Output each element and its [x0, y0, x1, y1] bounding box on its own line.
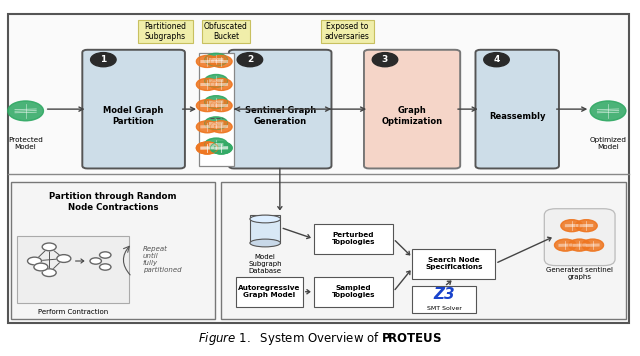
Text: Model Graph
Partition: Model Graph Partition — [104, 106, 164, 126]
Text: 4: 4 — [493, 55, 500, 64]
Text: Partition through Random
Node Contractions: Partition through Random Node Contractio… — [49, 192, 177, 211]
Bar — [250, 215, 280, 243]
Text: Perturbed
Topologies: Perturbed Topologies — [332, 232, 375, 245]
Circle shape — [554, 239, 576, 251]
Bar — [11, 182, 215, 319]
Text: SMT Solver: SMT Solver — [427, 306, 461, 311]
Circle shape — [196, 142, 218, 154]
FancyBboxPatch shape — [229, 50, 332, 168]
Bar — [314, 277, 394, 307]
Circle shape — [100, 264, 111, 270]
Circle shape — [561, 220, 582, 232]
Text: Search Node
Specifications: Search Node Specifications — [425, 257, 483, 270]
Circle shape — [568, 239, 590, 251]
Circle shape — [211, 142, 232, 154]
Circle shape — [205, 74, 228, 87]
Circle shape — [205, 117, 228, 130]
Circle shape — [100, 252, 111, 258]
Circle shape — [205, 53, 228, 66]
Text: Graph
Optimization: Graph Optimization — [381, 106, 443, 126]
Circle shape — [237, 53, 262, 67]
Ellipse shape — [250, 215, 280, 223]
Bar — [412, 248, 495, 279]
Text: Perform Contraction: Perform Contraction — [38, 309, 108, 315]
Text: Z3: Z3 — [433, 287, 455, 302]
Bar — [17, 236, 129, 303]
Text: Optimized
Model: Optimized Model — [589, 137, 627, 150]
Bar — [236, 277, 303, 307]
Circle shape — [42, 269, 56, 277]
Text: Model
Subgraph
Database: Model Subgraph Database — [248, 254, 282, 274]
Circle shape — [90, 258, 101, 264]
Bar — [221, 182, 626, 319]
Circle shape — [42, 243, 56, 251]
Bar — [314, 224, 394, 254]
Bar — [321, 20, 374, 43]
Circle shape — [196, 121, 218, 133]
Text: Obfuscated
Bucket: Obfuscated Bucket — [204, 22, 248, 41]
Ellipse shape — [250, 239, 280, 247]
Text: Sampled
Topologies: Sampled Topologies — [332, 286, 375, 298]
Bar — [199, 53, 234, 166]
Text: Exposed to
adversaries: Exposed to adversaries — [325, 22, 370, 41]
Circle shape — [211, 56, 232, 67]
Text: $\mathit{Figure\ 1.}$  System Overview of $\mathbf{P}_{\!\!}\mathbf{ROTEUS}$: $\mathit{Figure\ 1.}$ System Overview of… — [198, 330, 442, 347]
FancyBboxPatch shape — [83, 50, 185, 168]
Circle shape — [196, 78, 218, 90]
Circle shape — [575, 220, 597, 232]
FancyBboxPatch shape — [476, 50, 559, 168]
Text: 1: 1 — [100, 55, 106, 64]
Circle shape — [211, 78, 232, 90]
Text: Partitioned
Subgraphs: Partitioned Subgraphs — [145, 22, 186, 41]
Circle shape — [57, 255, 71, 262]
Circle shape — [590, 101, 626, 121]
Text: 2: 2 — [247, 55, 253, 64]
Circle shape — [28, 257, 42, 265]
Circle shape — [211, 142, 232, 154]
Text: Protected
Model: Protected Model — [8, 137, 43, 150]
FancyBboxPatch shape — [544, 209, 615, 266]
Circle shape — [196, 56, 218, 67]
Circle shape — [91, 53, 116, 67]
FancyBboxPatch shape — [364, 50, 460, 168]
Text: Autoregressive
Graph Model: Autoregressive Graph Model — [238, 286, 301, 298]
Bar — [138, 20, 193, 43]
Bar — [412, 287, 476, 313]
Circle shape — [582, 239, 604, 251]
Text: Generated sentinel
graphs: Generated sentinel graphs — [546, 267, 613, 280]
Text: 3: 3 — [382, 55, 388, 64]
Circle shape — [211, 121, 232, 133]
Circle shape — [372, 53, 397, 67]
Circle shape — [484, 53, 509, 67]
Text: Sentinel Graph
Generation: Sentinel Graph Generation — [244, 106, 316, 126]
Circle shape — [196, 100, 218, 111]
Text: Repeat
until
fully
partitioned: Repeat until fully partitioned — [143, 246, 182, 273]
Circle shape — [196, 142, 218, 154]
Text: Reassembly: Reassembly — [489, 112, 545, 121]
Circle shape — [8, 101, 44, 121]
Circle shape — [211, 100, 232, 111]
Bar — [202, 20, 250, 43]
Circle shape — [205, 96, 228, 109]
Circle shape — [34, 263, 48, 271]
Bar — [8, 14, 629, 323]
Circle shape — [205, 138, 228, 151]
